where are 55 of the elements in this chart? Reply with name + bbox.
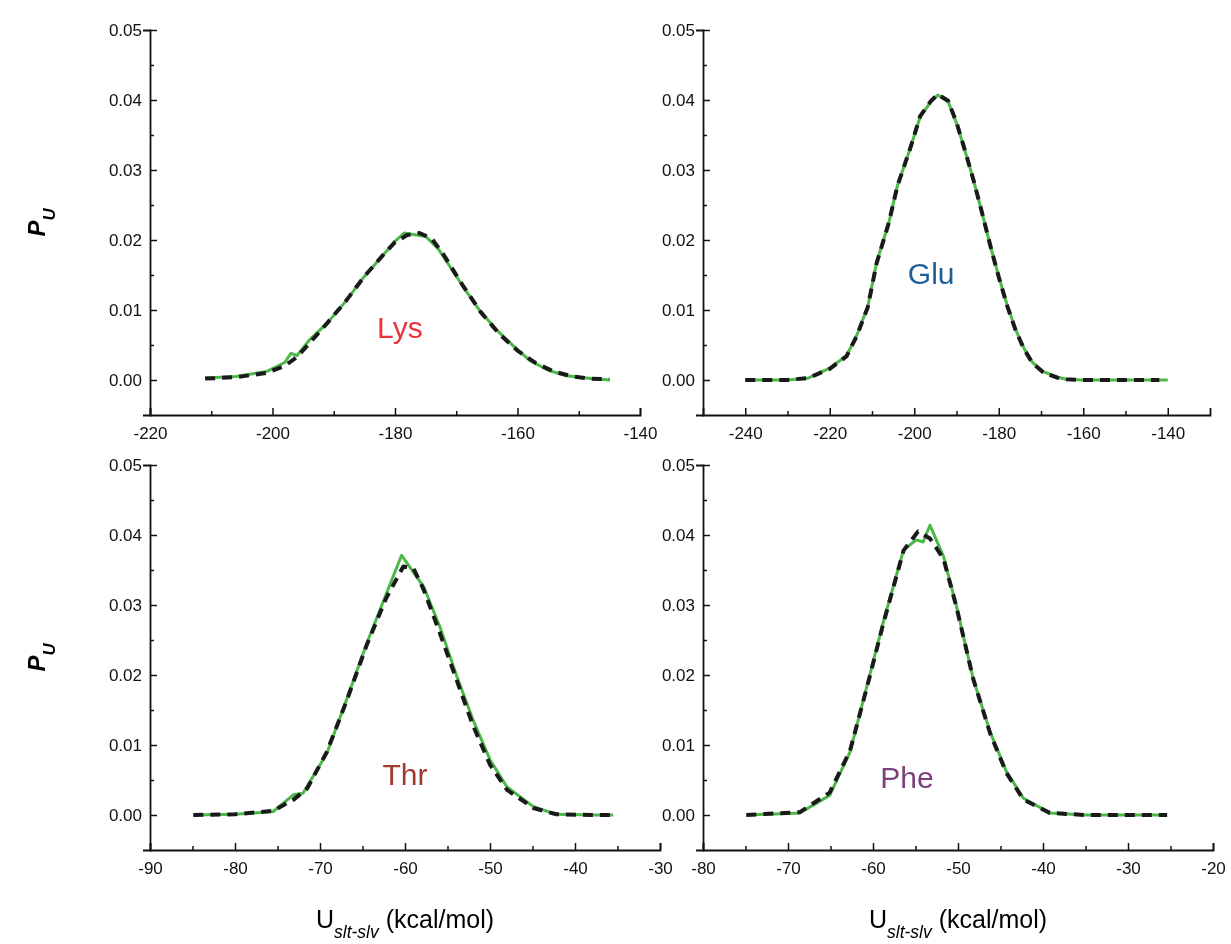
x-tick-label: -240 <box>728 424 763 444</box>
x-tick-label: -140 <box>1151 424 1186 444</box>
y-tick-label: 0.04 <box>108 90 142 110</box>
x-tick-label: -160 <box>500 424 536 444</box>
y-tick-label: 0.01 <box>108 735 142 755</box>
y-tick-label: 0.03 <box>661 160 695 180</box>
y-tick-label: 0.00 <box>108 805 142 825</box>
y-tick-label: 0.04 <box>108 525 142 545</box>
y-tick-label: 0.00 <box>108 370 142 390</box>
x-tick-label: -20 <box>1201 859 1226 879</box>
x-tick-label: -200 <box>255 424 291 444</box>
y-tick-label: 0.01 <box>108 300 142 320</box>
annotation: Lys <box>377 311 423 344</box>
x-axis-title: U$_{slt-slv}$ (kcal/mol) <box>315 905 495 942</box>
x-tick-label: -30 <box>648 859 673 879</box>
y-tick-label: 0.03 <box>108 160 142 180</box>
x-tick-label: -60 <box>861 859 886 879</box>
x-tick-label: -70 <box>776 859 801 879</box>
x-tick-label: -80 <box>691 859 716 879</box>
x-tick-label: -140 <box>623 424 658 444</box>
annotation: Glu <box>907 257 955 291</box>
annotation: Phe <box>880 761 934 795</box>
y-tick-label: 0.03 <box>108 595 142 615</box>
y-tick-label: 0.02 <box>661 665 695 685</box>
y-tick-label: 0.05 <box>661 20 695 40</box>
x-tick-label: -180 <box>378 424 413 444</box>
x-tick-label: -50 <box>478 859 503 879</box>
x-tick-label: -30 <box>1116 859 1141 879</box>
x-tick-label: -40 <box>1031 859 1056 879</box>
x-tick-label: -60 <box>393 859 418 879</box>
y-tick-label: 0.00 <box>661 370 695 390</box>
y-tick-label: 0.05 <box>108 455 142 475</box>
y-tick-label: 0.05 <box>108 20 142 40</box>
x-tick-label: -220 <box>813 424 848 444</box>
x-tick-label: -40 <box>563 859 588 879</box>
y-tick-label: 0.00 <box>661 805 695 825</box>
y-tick-label: 0.02 <box>108 230 142 250</box>
y-tick-label: 0.01 <box>661 735 695 755</box>
annotation: Thr <box>382 757 428 791</box>
y-tick-label: 0.04 <box>661 525 695 545</box>
y-tick-label: 0.04 <box>661 90 695 110</box>
x-tick-label: -90 <box>138 859 163 879</box>
y-tick-label: 0.05 <box>661 455 695 475</box>
x-tick-label: -50 <box>946 859 971 879</box>
x-tick-label: -180 <box>982 424 1017 444</box>
y-tick-label: 0.02 <box>108 665 142 685</box>
x-axis-title: U$_{slt-slv}$ (kcal/mol) <box>868 905 1048 942</box>
x-tick-label: -160 <box>1066 424 1101 444</box>
x-tick-label: -200 <box>897 424 932 444</box>
x-tick-label: -70 <box>308 859 333 879</box>
x-tick-label: -80 <box>223 859 248 879</box>
y-tick-label: 0.01 <box>661 300 695 320</box>
y-tick-label: 0.03 <box>661 595 695 615</box>
y-tick-label: 0.02 <box>661 230 695 250</box>
x-tick-label: -220 <box>133 424 168 444</box>
